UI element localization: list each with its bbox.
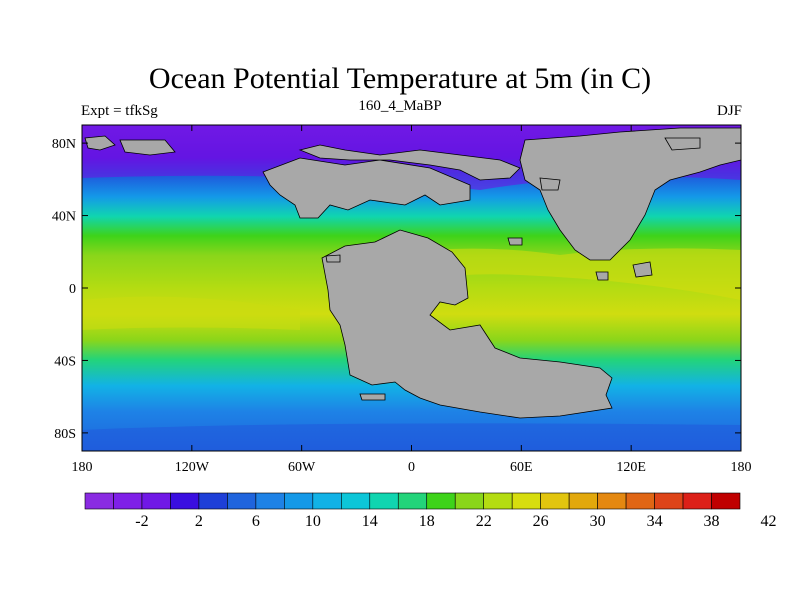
land-small-9 xyxy=(595,271,609,281)
y-tick-label: 0 xyxy=(69,282,76,297)
colorbar-swatch xyxy=(141,492,171,510)
colorbar-label: -2 xyxy=(135,513,148,530)
x-tick-label: 120E xyxy=(616,460,646,475)
colorbar-label: 2 xyxy=(195,513,203,530)
x-tick-label: 60W xyxy=(288,460,316,475)
colorbar-label: 6 xyxy=(252,513,260,530)
land-masses xyxy=(84,127,741,419)
y-tick-label: 80S xyxy=(54,427,76,442)
land-gondwana xyxy=(321,229,613,419)
colorbar-label: 10 xyxy=(305,513,321,530)
land-small-5 xyxy=(359,393,386,401)
colorbar-swatch xyxy=(227,492,257,510)
colorbar-swatch xyxy=(84,492,114,510)
colorbar-swatch xyxy=(113,492,143,510)
colorbar-swatch xyxy=(454,492,484,510)
x-tick-label: 120W xyxy=(175,460,210,475)
colorbar-label: 34 xyxy=(647,513,663,530)
land-north-strip xyxy=(298,144,521,181)
y-axis: 80N 40N 0 40S 80S xyxy=(52,137,741,442)
colorbar-label: 14 xyxy=(362,513,378,530)
land-eurasia xyxy=(519,127,741,261)
colorbar-swatch xyxy=(426,492,456,510)
colorbar-swatch xyxy=(284,492,314,510)
colorbar-swatch xyxy=(511,492,541,510)
colorbar-label: 18 xyxy=(419,513,435,530)
colorbar-swatch xyxy=(198,492,228,510)
land-small-4 xyxy=(632,261,653,278)
colorbar-swatch xyxy=(682,492,712,510)
colorbar-swatch xyxy=(369,492,399,510)
x-tick-label: 180 xyxy=(731,460,752,475)
colorbar-swatch xyxy=(397,492,428,510)
period-label: 160_4_MaBP xyxy=(358,98,442,114)
land-small-8 xyxy=(507,237,523,246)
land-small-2 xyxy=(119,139,176,156)
colorbar-label: 30 xyxy=(590,513,606,530)
colorbar-label: 22 xyxy=(476,513,492,530)
colorbar-swatch xyxy=(312,492,342,510)
y-tick-label: 40S xyxy=(54,354,76,369)
colorbar-swatch xyxy=(540,492,570,510)
colorbar-label: 38 xyxy=(704,513,720,530)
x-tick-label: 60E xyxy=(510,460,533,475)
land-small-3 xyxy=(664,137,701,151)
map-title: Ocean Potential Temperature at 5m (in C) xyxy=(148,62,652,95)
colorbar-swatch xyxy=(483,492,513,510)
colorbar-swatch xyxy=(625,492,655,510)
colorbar-swatch xyxy=(568,492,598,510)
colorbar-swatch xyxy=(654,492,684,510)
season-label: DJF xyxy=(716,103,742,119)
land-small-7 xyxy=(325,254,341,263)
colorbar-swatch xyxy=(170,492,200,510)
y-tick-label: 80N xyxy=(52,137,76,152)
colorbar-swatch xyxy=(255,492,285,510)
colorbar-swatch xyxy=(711,492,741,510)
x-tick-label: 180 xyxy=(72,460,93,475)
colorbar-label: 26 xyxy=(533,513,549,530)
x-axis: 180 120W 60W 0 60E 120E 180 xyxy=(72,125,752,475)
colorbar-label: 42 xyxy=(760,513,776,530)
x-tick-label: 0 xyxy=(408,460,415,475)
y-tick-label: 40N xyxy=(52,210,76,225)
land-small-6 xyxy=(539,177,561,191)
colorbar-swatch xyxy=(597,492,627,510)
colorbar-swatch xyxy=(341,492,371,510)
experiment-label: Expt = tfkSg xyxy=(81,103,158,119)
land-small-1 xyxy=(84,135,116,151)
colorbar: -2 2 6 10 14 18 22 26 30 34 38 42 xyxy=(84,492,776,530)
